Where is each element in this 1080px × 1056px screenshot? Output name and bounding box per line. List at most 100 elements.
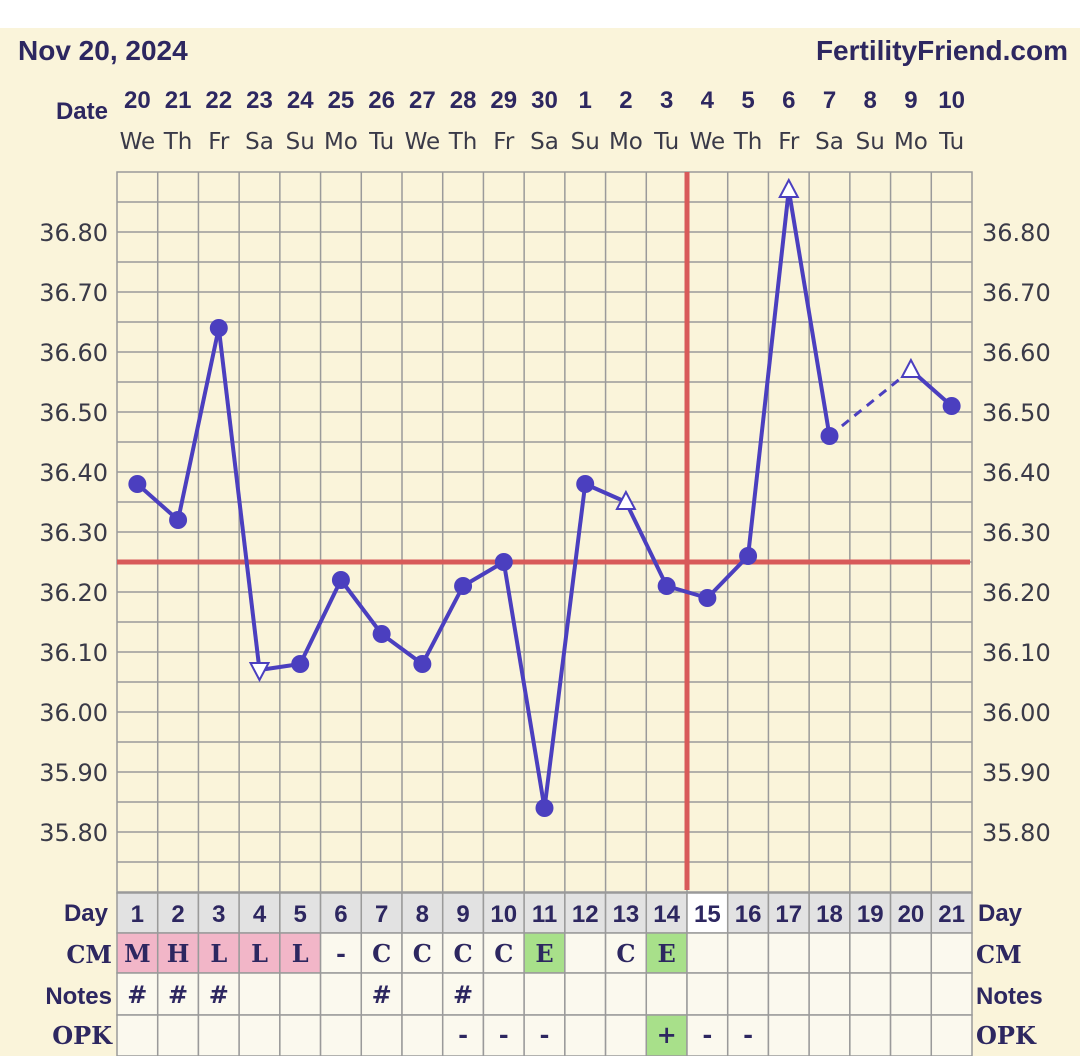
cm-cell bbox=[889, 932, 933, 974]
y-tick-label-right: 35.80 bbox=[982, 819, 1051, 847]
y-tick-label-right: 36.30 bbox=[982, 519, 1051, 547]
cm-cell bbox=[279, 932, 322, 974]
cm-value: C bbox=[413, 939, 432, 968]
series-segment bbox=[176, 327, 221, 521]
y-tick-label-right: 36.10 bbox=[982, 639, 1051, 667]
cycle-day-label: 3 bbox=[212, 901, 225, 928]
cycle-day-label: 4 bbox=[253, 901, 267, 928]
temp-point-open bbox=[615, 489, 637, 510]
cycle-day-label: 16 bbox=[735, 901, 762, 928]
day-cell bbox=[441, 892, 485, 934]
notes-cell bbox=[401, 972, 444, 1016]
cycle-day-label: 11 bbox=[532, 901, 557, 928]
cm-value: - bbox=[336, 939, 346, 968]
opk-value: - bbox=[499, 1020, 509, 1049]
series-segment bbox=[298, 579, 343, 665]
series-segment bbox=[136, 482, 180, 522]
cycle-day-label: 7 bbox=[375, 901, 388, 928]
cycle-day-label: 20 bbox=[898, 901, 925, 928]
cm-value: E bbox=[657, 939, 675, 968]
weekday-label: Tu bbox=[653, 129, 679, 155]
notes-cell bbox=[441, 972, 485, 1016]
row-label-opk-right: OPK bbox=[976, 1021, 1037, 1050]
notes-cell bbox=[808, 972, 851, 1016]
series-segment bbox=[705, 554, 750, 600]
opk-cell bbox=[889, 1014, 933, 1056]
cm-cell bbox=[645, 932, 688, 974]
opk-cell bbox=[441, 1014, 485, 1056]
y-tick-label-left: 36.60 bbox=[39, 339, 108, 367]
cm-cell bbox=[726, 932, 770, 974]
date-label: 6 bbox=[782, 87, 795, 114]
series-segment bbox=[624, 501, 669, 587]
cycle-day-label: 13 bbox=[613, 901, 640, 928]
day-cell bbox=[156, 892, 200, 934]
weekday-label: Tu bbox=[368, 129, 394, 155]
y-tick-label-left: 36.70 bbox=[39, 279, 108, 307]
day-cell bbox=[889, 892, 933, 934]
cm-value: C bbox=[616, 939, 635, 968]
y-tick-label-right: 36.60 bbox=[982, 339, 1051, 367]
cycle-day-label: 8 bbox=[416, 901, 429, 928]
date-label: 25 bbox=[328, 87, 355, 114]
date-label: 24 bbox=[287, 87, 314, 114]
temp-point bbox=[535, 799, 554, 817]
day-cell bbox=[238, 892, 281, 934]
notes-cell bbox=[889, 972, 933, 1016]
temp-point bbox=[657, 577, 676, 595]
notes-cell bbox=[645, 972, 688, 1016]
cycle-day-label: 1 bbox=[131, 901, 144, 928]
row-label-day-right: Day bbox=[978, 900, 1023, 927]
cycle-day-label: 6 bbox=[334, 901, 347, 928]
series-segment bbox=[746, 189, 791, 557]
opk-cell bbox=[238, 1014, 281, 1056]
row-label-notes-right: Notes bbox=[976, 983, 1043, 1010]
notes-value: # bbox=[209, 980, 229, 1009]
opk-cell bbox=[604, 1014, 648, 1056]
header-weekdays: We Th Fr Sa Su Mo Tu We Th Fr Sa Su Mo Tu We Th Fr Sa Su Mo… bbox=[120, 129, 965, 155]
notes-cell bbox=[319, 972, 363, 1016]
y-tick-label-left: 36.40 bbox=[39, 459, 108, 487]
notes-cell bbox=[564, 972, 607, 1016]
y-axis-left-labels: 36.80 36.70 36.60 36.50 36.40 36.30 36.20 36.10… bbox=[39, 219, 108, 847]
notes-value: # bbox=[127, 980, 147, 1009]
weekday-label: Th bbox=[733, 129, 763, 155]
notes-cell bbox=[116, 972, 159, 1016]
row-label-cm-left: CM bbox=[66, 940, 112, 969]
day-cell bbox=[767, 892, 810, 934]
day-cell bbox=[645, 892, 688, 934]
notes-cell bbox=[767, 972, 810, 1016]
y-tick-label-left: 36.10 bbox=[39, 639, 108, 667]
date-label: 21 bbox=[165, 87, 192, 114]
notes-cell bbox=[604, 972, 648, 1016]
series-segment bbox=[542, 483, 588, 809]
notes-cell bbox=[930, 972, 973, 1016]
date-label: 3 bbox=[660, 87, 673, 114]
y-tick-label-right: 36.80 bbox=[982, 219, 1051, 247]
notes-cell bbox=[726, 972, 770, 1016]
weekday-label: Su bbox=[286, 129, 315, 155]
weekday-label: Sa bbox=[815, 129, 844, 155]
opk-value: - bbox=[458, 1020, 468, 1049]
notes-cell bbox=[849, 972, 892, 1016]
opk-value: - bbox=[743, 1020, 753, 1049]
temp-point bbox=[209, 319, 228, 337]
notes-value: # bbox=[453, 980, 473, 1009]
temp-point bbox=[331, 571, 350, 589]
temp-point bbox=[372, 625, 391, 643]
opk-cell bbox=[645, 1014, 688, 1056]
temp-point bbox=[291, 655, 310, 673]
date-label: 28 bbox=[450, 87, 477, 114]
y-axis-right-labels: 36.80 36.70 36.60 36.50 36.40 36.30 36.20 36.10… bbox=[982, 219, 1051, 847]
weekday-label: Mo bbox=[894, 129, 928, 155]
opk-cell bbox=[930, 1014, 973, 1056]
cycle-day-label: 21 bbox=[938, 901, 965, 928]
opk-value: - bbox=[702, 1020, 712, 1049]
opk-cell bbox=[401, 1014, 444, 1056]
weekday-label: Tu bbox=[938, 129, 964, 155]
series-segment bbox=[339, 578, 384, 636]
notes-cell bbox=[360, 972, 403, 1016]
cm-value: M bbox=[124, 939, 151, 968]
y-tick-label-left: 36.80 bbox=[39, 219, 108, 247]
opk-cell bbox=[319, 1014, 363, 1056]
